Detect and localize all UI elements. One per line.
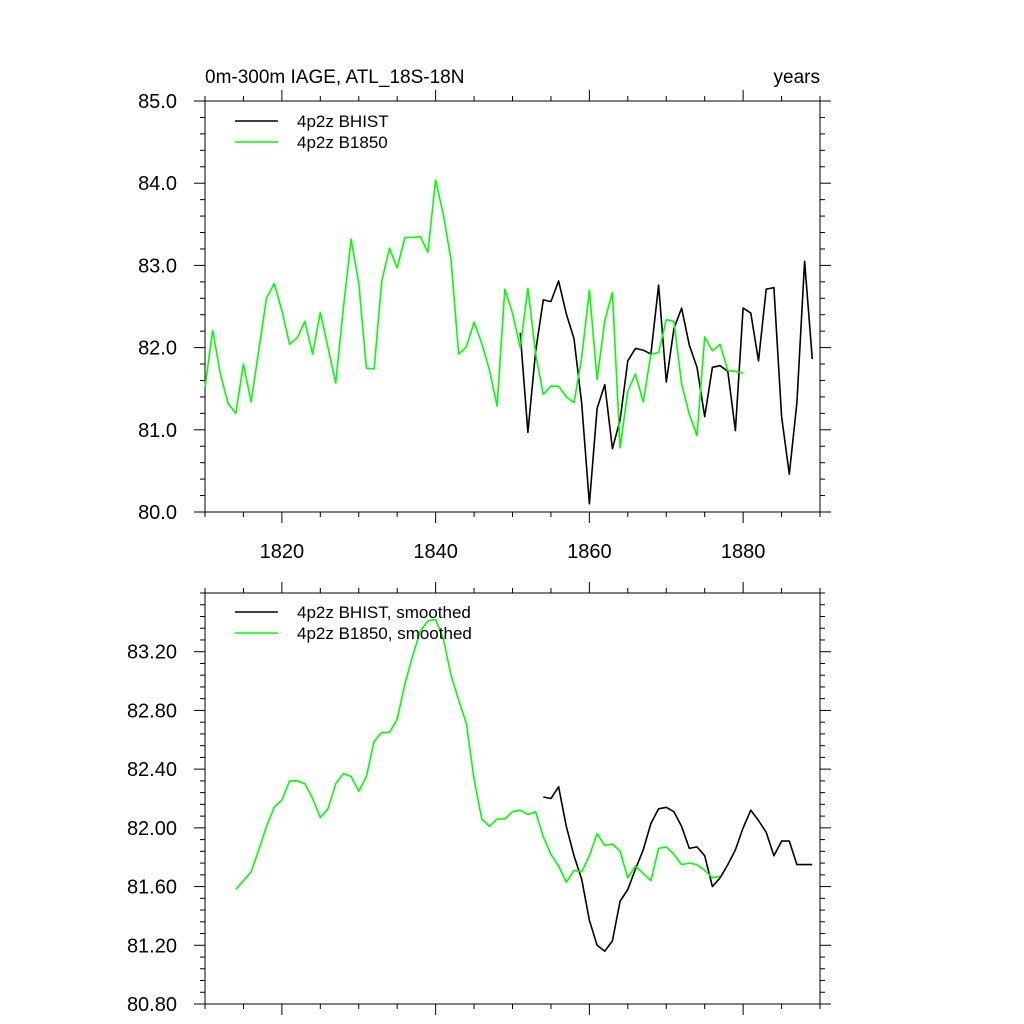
top-panel: 1820 1840 1860 1880 80.0 81.0 82.0 83.0 84.0 85.0…	[138, 67, 831, 563]
y-tick-label: 85.0	[138, 91, 177, 113]
series-line-b1850	[235, 618, 721, 891]
bottom-panel: 80.80 81.20 81.60 82.00 82.40 82.80 83.20 4p2z …	[127, 582, 831, 1016]
y-tick-label: 82.0	[138, 338, 177, 360]
series-line-bhist	[543, 785, 813, 953]
y-tick-label: 81.60	[127, 877, 177, 899]
x-tick-label: 1840	[413, 541, 458, 563]
y-tick-label: 82.80	[127, 700, 177, 722]
y-tick-label: 81.20	[127, 935, 177, 957]
y-tick-label: 80.80	[127, 994, 177, 1016]
x-tick-label: 1860	[567, 541, 612, 563]
chart-title: 0m-300m IAGE, ATL_18S-18N	[205, 67, 464, 88]
y-tick-label: 80.0	[138, 502, 177, 524]
legend-label: 4p2z B1850, smoothed	[297, 624, 472, 643]
series-line-bhist	[519, 260, 814, 505]
series-line-b1850	[204, 179, 744, 449]
y-tick-label: 81.0	[138, 420, 177, 442]
legend-label: 4p2z B1850	[297, 133, 388, 152]
x-tick-label: 1820	[260, 541, 305, 563]
legend-label: 4p2z BHIST	[297, 112, 389, 131]
y-tick-label: 82.00	[127, 818, 177, 840]
y-tick-label: 83.0	[138, 255, 177, 277]
plot-frame	[204, 592, 821, 1005]
x-tick-label: 1880	[721, 541, 766, 563]
y-tick-label: 83.20	[127, 642, 177, 664]
units-label: years	[774, 67, 820, 88]
y-tick-label: 84.0	[138, 173, 177, 195]
legend-label: 4p2z BHIST, smoothed	[297, 603, 471, 622]
plot-frame	[204, 100, 821, 513]
y-tick-label: 82.40	[127, 759, 177, 781]
